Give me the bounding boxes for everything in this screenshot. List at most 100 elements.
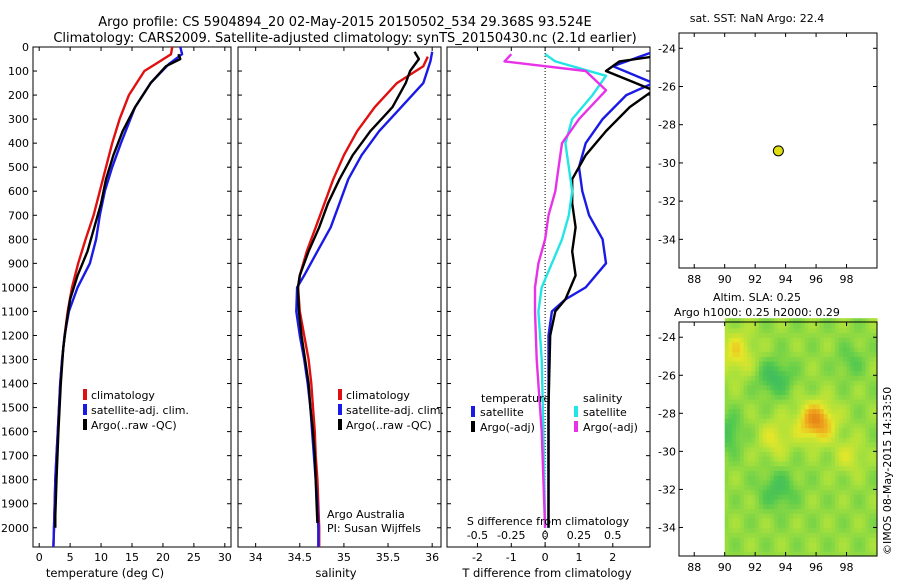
sla-cell [789,384,794,391]
sla-cell [842,384,848,391]
sla-cell [751,479,756,486]
sla-cell [797,375,802,381]
sla-cell [842,451,848,457]
sla-cell [842,541,848,548]
sla-cell [728,546,733,552]
sla-cell [774,541,779,548]
sla-cell [778,323,783,329]
sla-cell [797,494,802,500]
sla-cell [774,408,779,414]
sla-cell [842,479,848,486]
sla-cell [739,361,745,367]
sla-cell [800,437,806,443]
sla-cell [728,470,733,476]
sla-cell [743,361,749,367]
sla-cell [812,346,817,353]
sla-cell [728,399,733,405]
sla-cell [823,508,829,514]
sla-cell [789,394,794,400]
sla-cell [823,446,829,452]
sla-cell [797,437,802,443]
sla-cell [762,541,768,548]
sla-cell [865,460,870,467]
sla-cell [732,522,737,529]
sla-cell [819,518,825,524]
sla-cell [861,541,867,548]
sla-cell [724,451,730,457]
sla-cell [808,508,813,514]
sla-cell [743,494,749,500]
sla-cell [728,479,733,486]
sla-cell [724,475,730,481]
sla-cell [846,456,851,462]
sla-cell [865,498,870,505]
sla-cell [778,327,783,334]
sla-cell [819,465,825,471]
sla-cell [819,503,825,510]
sla-cell [808,532,813,538]
sla-cell [812,508,817,514]
sla-cell [743,541,749,548]
sla-cell [846,370,851,376]
sla-cell [861,422,867,429]
sla-cell [816,323,821,329]
sla-cell [861,427,867,433]
sla-cell [797,479,802,486]
sla-cell [816,389,821,395]
sla-cell [781,380,787,386]
salinity-panel: 34 34.5 35 35.5 36climatologysatellite-adj. … [237,46,444,564]
sla-cell [785,451,790,457]
sla-cell [816,470,821,476]
sla-cell [724,503,730,510]
sla-cell [781,498,787,505]
sla-cell [827,441,832,448]
sla-cell [846,508,851,514]
sla-cell [819,508,825,514]
sla-cell [846,437,851,443]
sla-cell [759,375,764,381]
sst-map-ytick-label: -30 [658,157,676,170]
sla-cell [823,394,829,400]
sla-cell [861,446,867,452]
sla-cell [789,475,794,481]
sla-cell [804,337,810,343]
sla-cell [858,546,863,552]
sla-cell [728,446,733,452]
sla-cell [850,522,855,529]
sla-cell [823,546,829,552]
sla-cell [831,389,836,395]
sla-cell [850,432,855,438]
sla-cell [838,527,844,533]
sla-cell [865,361,870,367]
sla-cell [728,494,733,500]
sla-cell [816,394,821,400]
sla-cell [751,441,756,448]
sla-cell [774,361,779,367]
sla-cell [846,551,851,557]
sla-cell [819,380,825,386]
sla-cell [724,394,730,400]
sla-cell [819,475,825,481]
sla-cell [800,432,806,438]
sla-cell [800,342,806,348]
sla-cell [774,356,779,362]
sla-cell [812,318,817,324]
sla-cell [732,418,737,424]
sla-cell [869,532,874,538]
sla-cell [778,479,783,486]
sla-cell [724,365,730,372]
sla-cell [751,541,756,548]
sla-cell [732,432,737,438]
sla-cell [827,380,832,386]
sla-cell [819,527,825,533]
sla-cell [743,475,749,481]
sla-cell [804,399,810,405]
sla-cell [869,513,874,519]
sla-cell [850,484,855,491]
sla-cell [838,441,844,448]
sla-cell [762,432,768,438]
sla-cell [759,532,764,538]
sla-cell [831,465,836,471]
sla-cell [797,327,802,334]
sla-cell [793,351,798,357]
